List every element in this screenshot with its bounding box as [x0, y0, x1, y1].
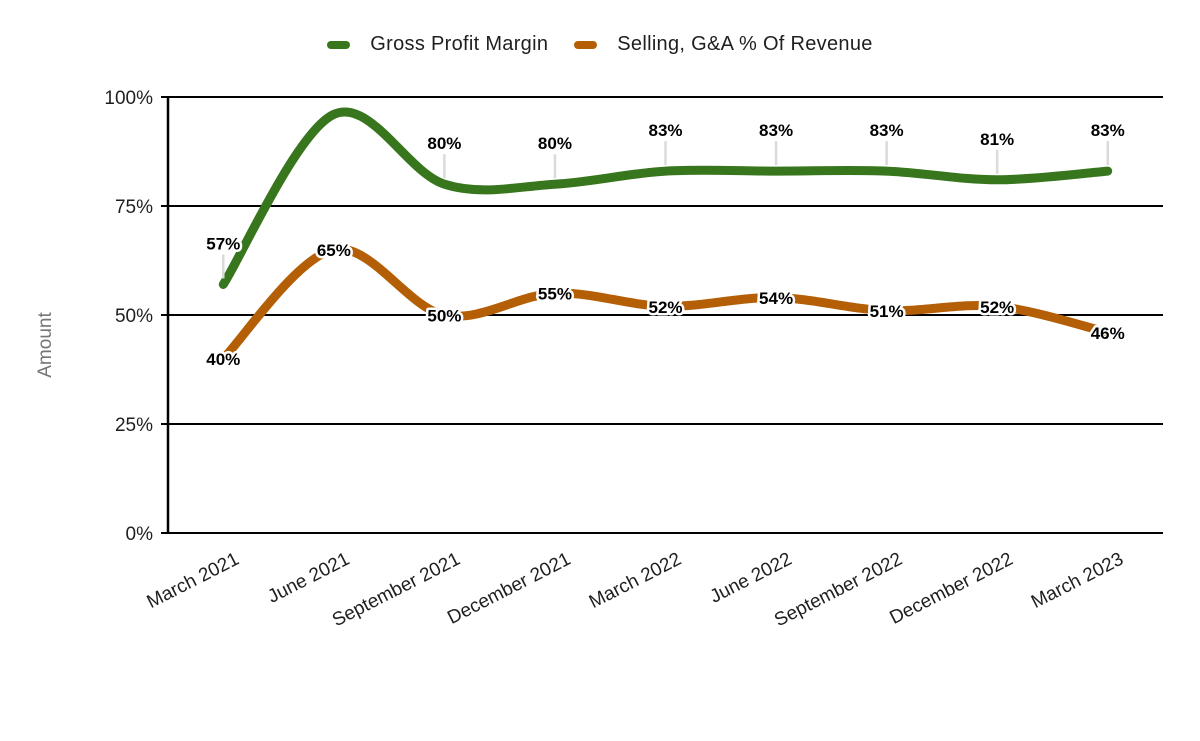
- data-label: 83%: [648, 121, 682, 140]
- legend-item-sga-revenue: Selling, G&A % Of Revenue: [574, 33, 872, 56]
- legend-label-sga-revenue: Selling, G&A % Of Revenue: [617, 33, 873, 55]
- x-axis-label: December 2021: [444, 549, 574, 629]
- data-label: 83%: [1091, 121, 1125, 140]
- legend: Gross Profit Margin Selling, G&A % Of Re…: [0, 33, 1200, 56]
- data-label: 80%: [427, 134, 461, 153]
- data-label: 51%: [870, 302, 904, 321]
- y-tick-label: 100%: [104, 88, 153, 109]
- x-axis-label: June 2021: [264, 549, 353, 608]
- data-label: 52%: [648, 298, 682, 317]
- data-label: 57%: [206, 234, 240, 253]
- data-label: 40%: [206, 350, 240, 369]
- x-axis-label: March 2023: [1028, 549, 1127, 613]
- y-tick-label: 50%: [115, 306, 153, 327]
- legend-label-gross-profit-margin: Gross Profit Margin: [370, 33, 549, 55]
- data-label: 83%: [870, 121, 904, 140]
- y-tick-label: 75%: [115, 197, 153, 218]
- series-line-sga-revenue: [218, 244, 1113, 364]
- x-axis-label: March 2022: [586, 549, 685, 613]
- x-axis-label: December 2022: [886, 549, 1016, 629]
- data-label: 50%: [427, 307, 461, 326]
- data-label: 80%: [538, 134, 572, 153]
- x-axis-label: June 2022: [707, 549, 796, 608]
- legend-swatch-orange: [574, 40, 598, 49]
- data-label: 46%: [1091, 324, 1125, 343]
- data-label: 81%: [980, 130, 1014, 149]
- legend-swatch-green: [327, 40, 351, 49]
- legend-item-gross-profit-margin: Gross Profit Margin: [327, 33, 548, 56]
- data-label: 55%: [538, 285, 572, 304]
- data-label: 65%: [317, 241, 351, 260]
- series-line-gross-profit-margin: [218, 107, 1113, 289]
- y-tick-label: 25%: [115, 415, 153, 436]
- data-label: 83%: [759, 121, 793, 140]
- y-tick-label: 0%: [126, 524, 154, 545]
- data-label: 54%: [759, 289, 793, 308]
- data-label: 52%: [980, 298, 1014, 317]
- x-axis-label: March 2021: [144, 549, 243, 613]
